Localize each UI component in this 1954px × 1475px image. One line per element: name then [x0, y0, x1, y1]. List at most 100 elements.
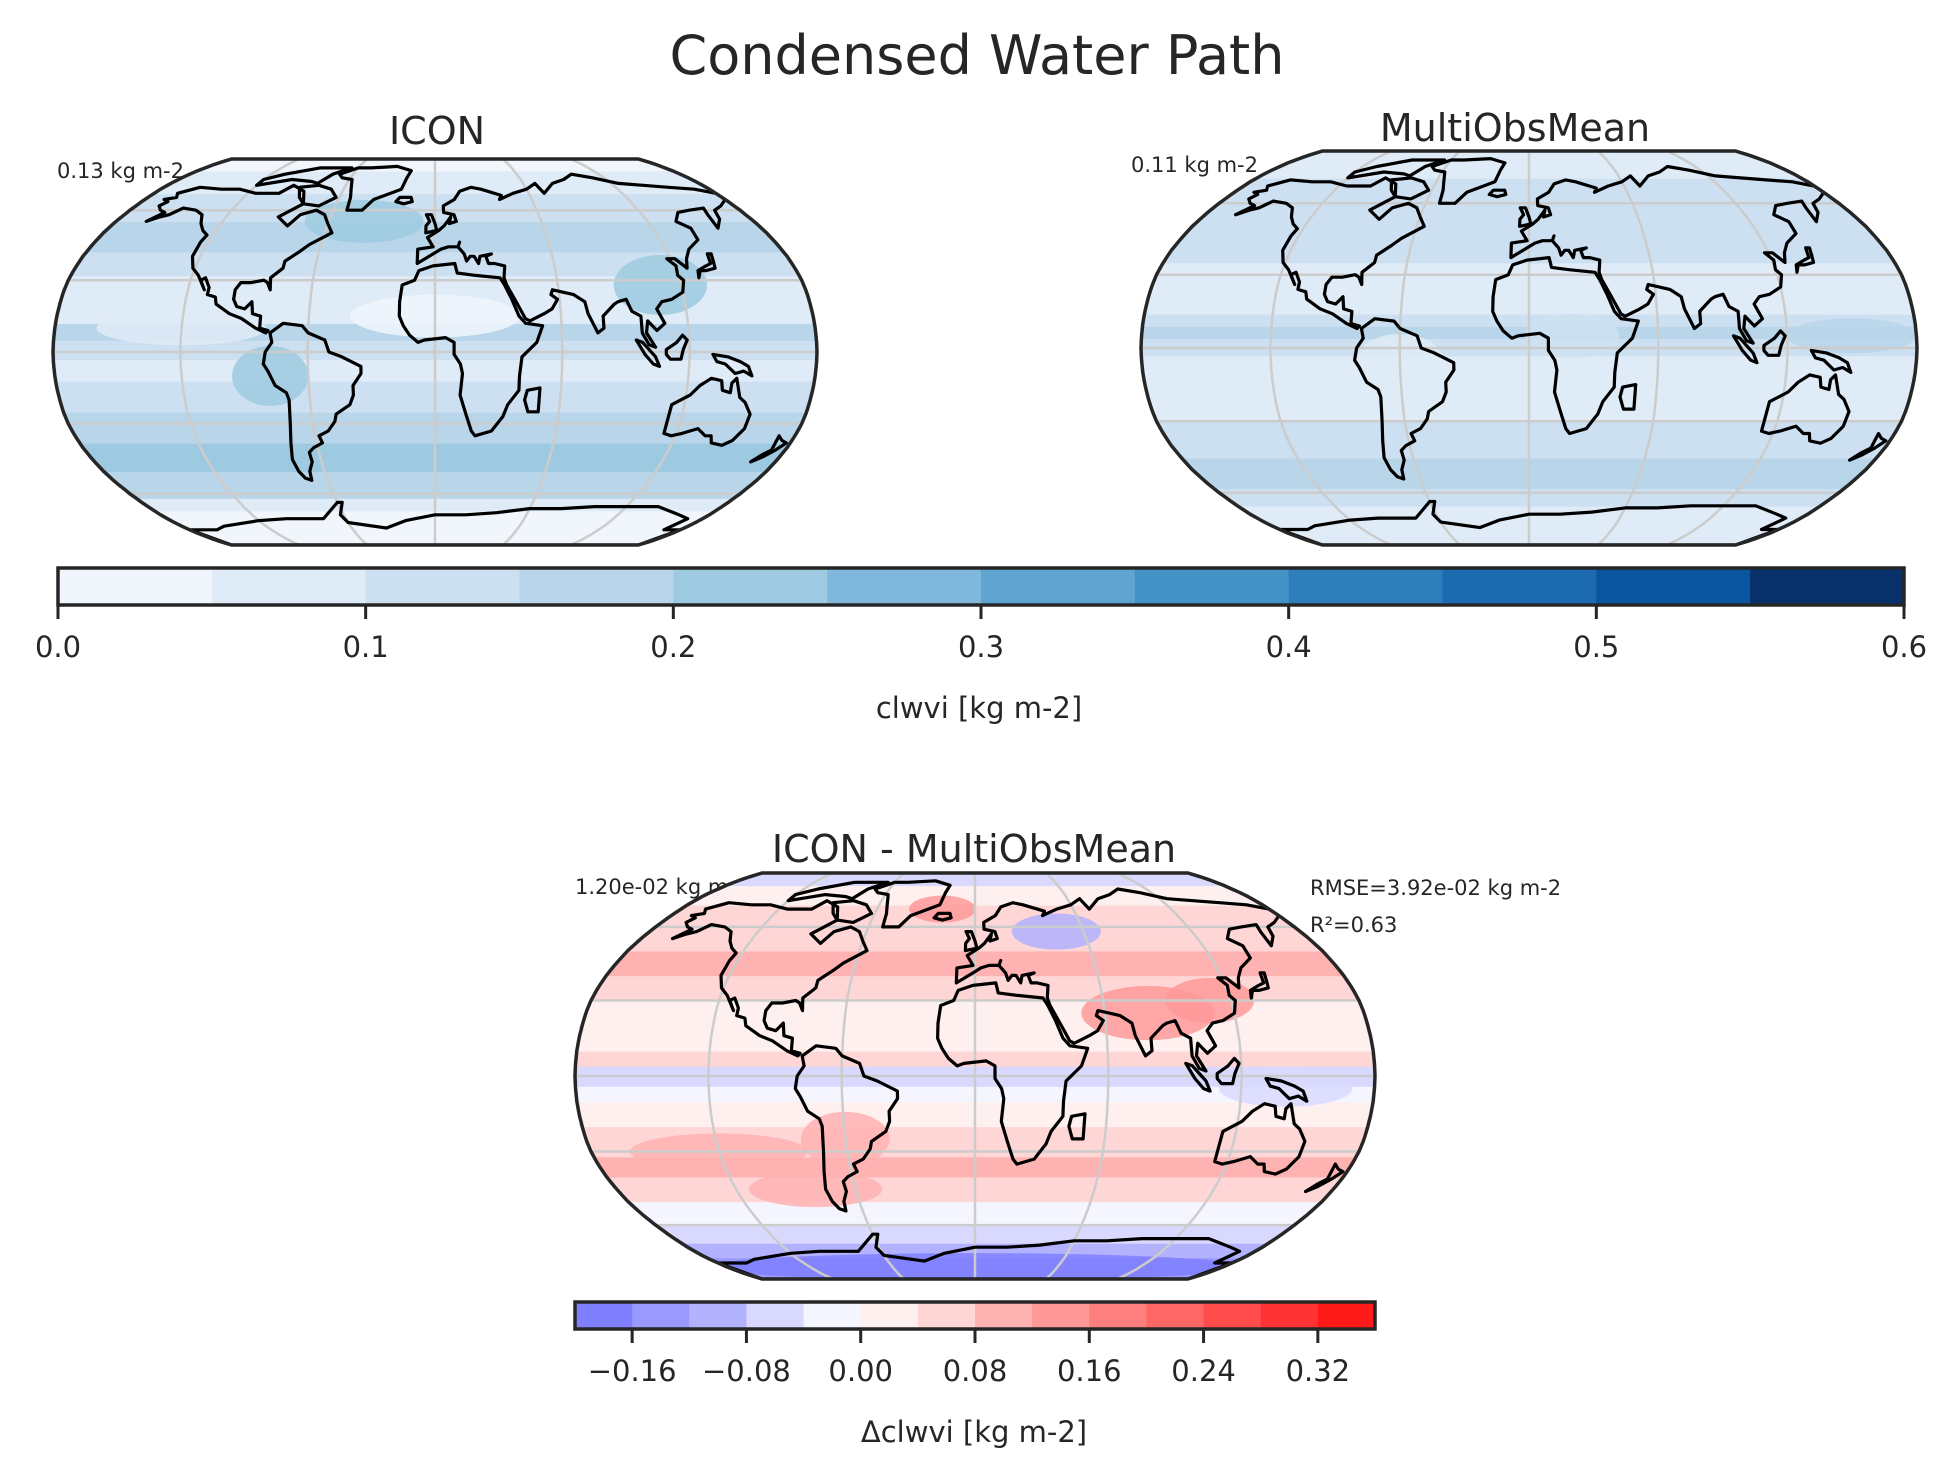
coastline-newGuinea — [1809, 348, 1853, 374]
panel-title-obs: MultiObsMean — [1380, 106, 1650, 150]
colorbar-segment — [1134, 568, 1290, 605]
colorbar-segment — [975, 1302, 1033, 1329]
colorbar-segment — [1203, 1302, 1262, 1329]
coastline-antarctica — [1278, 499, 1788, 545]
coastline-uk — [963, 930, 979, 953]
coastline-canadianIsles — [255, 166, 354, 187]
coastline-uk — [1518, 206, 1533, 228]
colorbar-tick-label: 0.24 — [1171, 1354, 1236, 1388]
colorbar-segment — [1750, 568, 1905, 605]
meridian-line — [1045, 873, 1110, 1279]
coastline-borneo — [664, 333, 689, 361]
colorbar-segment — [632, 1302, 690, 1329]
coastline-antarctica — [188, 500, 690, 545]
coastline-uk — [424, 213, 439, 235]
coastline-sumatra — [1731, 334, 1759, 365]
map-border-obs — [1139, 149, 1919, 547]
coastline-sumatra — [634, 338, 662, 368]
map-diff — [573, 871, 1377, 1281]
coastline-eurasia — [1509, 164, 1826, 345]
colorbar-main: 0.0 0.1 0.2 0.3 0.4 0.5 0.6 — [35, 566, 1927, 664]
map-border-diff — [573, 871, 1377, 1281]
colorbar-tick-label: 0.1 — [343, 630, 389, 664]
field-patch — [908, 895, 976, 923]
coastline-canadianIsles — [786, 880, 890, 903]
coastline-southAmerica — [261, 321, 363, 482]
colorbar-segment — [1442, 568, 1597, 605]
colorbar-diff-label: Δclwvi [kg m-2] — [861, 1415, 1087, 1449]
meridian-line — [1666, 151, 1789, 545]
coastlines-icon — [144, 164, 788, 545]
colorbar-tick-label: −0.08 — [702, 1354, 791, 1388]
panel-r2-diff: R²=0.63 — [1310, 913, 1397, 937]
colorbar-segment — [1317, 1302, 1376, 1329]
coastline-greenland — [338, 164, 413, 212]
panel-mean-obs: 0.11 kg m-2 — [1131, 153, 1258, 177]
coastline-japan — [696, 252, 717, 280]
meridian-line — [707, 873, 834, 1279]
meridian-line — [1269, 151, 1392, 545]
graticule-obs — [1141, 151, 1917, 545]
colorbar-segment — [746, 1302, 805, 1329]
panel-mean-icon: 0.13 kg m-2 — [57, 159, 184, 183]
coastline-southAmerica — [1353, 317, 1456, 481]
map-field-obs — [1141, 151, 1917, 545]
map-icon — [51, 157, 819, 547]
figure-title: Condensed Water Path — [670, 24, 1285, 87]
coastline-canadianIsles — [1346, 158, 1447, 180]
colorbar-segment — [58, 568, 213, 605]
coastline-madagascar — [1618, 383, 1638, 411]
coastline-australia — [1213, 1102, 1307, 1176]
meridian-line — [1596, 151, 1660, 545]
coastline-baffin — [831, 899, 874, 924]
coastline-australia — [1759, 373, 1851, 445]
meridian-line — [501, 159, 564, 545]
coastline-iceland — [932, 911, 953, 922]
colorbar-tick-label: −0.16 — [588, 1354, 677, 1388]
coastline-greenland — [1430, 157, 1507, 205]
map-panel-icon: ICON 0.13 kg m-2 — [51, 109, 819, 547]
colorbar-tick-label: 0.0 — [35, 630, 81, 664]
colorbar-segment — [1596, 568, 1751, 605]
panel-title-diff: ICON - MultiObsMean — [772, 827, 1176, 871]
colorbar-tick-label: 0.00 — [828, 1354, 893, 1388]
colorbar-tick-label: 0.08 — [943, 1354, 1008, 1388]
colorbar-segment — [981, 568, 1136, 605]
meridian-line — [569, 159, 691, 545]
colorbar-segment — [1146, 1302, 1205, 1329]
graticule-diff — [575, 873, 1375, 1279]
coastline-northAmerica — [144, 183, 334, 335]
map-border-icon — [51, 157, 819, 547]
colorbar-tick-label: 0.5 — [1573, 630, 1619, 664]
coastline-japan — [1248, 971, 1270, 1000]
colorbar-main-label: clwvi [kg m-2] — [876, 691, 1082, 725]
map-field-diff — [575, 873, 1375, 1279]
meridian-line — [306, 159, 369, 545]
field-patch — [1524, 313, 1620, 358]
map-panel-diff: ICON - MultiObsMean 1.20e-02 kg m-2 RMSE… — [573, 827, 1561, 1281]
coastline-baffin — [1389, 176, 1431, 201]
colorbar-tick-label: 0.6 — [1881, 630, 1927, 664]
meridian-line — [179, 159, 301, 545]
colorbar-segment — [1032, 1302, 1090, 1329]
map-obs — [1139, 149, 1919, 547]
coastline-newZealand — [1303, 1162, 1345, 1194]
coastline-borneo — [1215, 1056, 1241, 1086]
coastline-eurasia — [415, 172, 727, 349]
coastline-newGuinea — [1264, 1076, 1309, 1103]
coastline-africa — [1491, 256, 1640, 436]
colorbar-segment — [860, 1302, 919, 1329]
colorbar-segment — [689, 1302, 748, 1329]
coastline-northAmerica — [1234, 176, 1426, 331]
graticule-icon — [53, 159, 817, 545]
colorbar-segment — [575, 1302, 633, 1329]
coastline-northAmerica — [670, 899, 869, 1058]
meridian-line — [1398, 151, 1462, 545]
coastline-madagascar — [523, 386, 542, 414]
coastline-australia — [662, 376, 752, 447]
colorbar-tick-label: 0.16 — [1057, 1354, 1122, 1388]
coastlines-obs — [1234, 157, 1888, 545]
meridian-line — [840, 873, 905, 1279]
colorbar-diff: −0.16 −0.08 0.00 0.08 0.16 0.24 0.32 — [573, 1300, 1377, 1388]
field-patch — [1787, 318, 1917, 354]
